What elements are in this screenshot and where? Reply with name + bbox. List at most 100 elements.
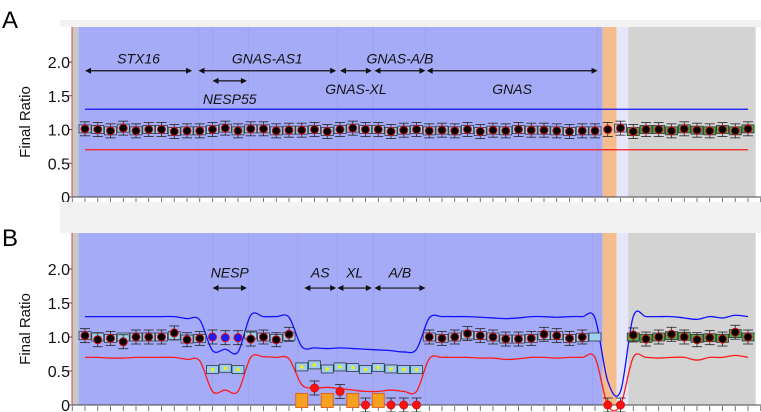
- background-region: [628, 27, 756, 197]
- probe-median-mark: [351, 366, 355, 370]
- probe-39: [575, 329, 589, 345]
- probe-point: [628, 127, 638, 137]
- probe-point: [437, 333, 447, 343]
- probe-4: [129, 329, 143, 345]
- probe-point: [386, 400, 396, 410]
- probe-point: [565, 333, 574, 343]
- probe-37: [550, 328, 564, 344]
- probe-point: [195, 126, 205, 136]
- probe-5: [142, 122, 156, 137]
- arrowhead-left: [85, 67, 91, 74]
- background-region: [78, 233, 603, 405]
- probe-24: [384, 364, 398, 412]
- probe-point: [118, 123, 128, 133]
- y-tick-label: 0: [61, 190, 70, 207]
- probe-19: [320, 364, 334, 408]
- probe-point: [131, 126, 141, 136]
- probe-20: [333, 122, 347, 137]
- probe-43: [626, 327, 640, 343]
- probe-29: [448, 329, 462, 345]
- probe-21: [346, 363, 360, 408]
- probe-2: [104, 123, 117, 139]
- probe-42: [614, 120, 627, 136]
- probe-3: [116, 332, 130, 350]
- probe-38: [563, 124, 576, 139]
- probe-28: [435, 330, 449, 346]
- probe-point: [514, 125, 523, 134]
- probe-point: [679, 124, 689, 134]
- probe-point: [450, 126, 460, 136]
- probe-point: [437, 125, 447, 135]
- probe-6: [155, 329, 168, 345]
- probe-24: [384, 124, 398, 139]
- probe-point: [310, 383, 319, 393]
- probe-29: [448, 123, 462, 139]
- probe-14: [257, 121, 270, 137]
- probe-point: [80, 124, 90, 134]
- probe-32: [486, 122, 500, 138]
- y-axis-title: Final Ratio: [17, 86, 34, 158]
- probe-20: [333, 362, 347, 399]
- probe-point: [106, 126, 115, 136]
- probe-point: [616, 400, 625, 410]
- upper-threshold-line: [84, 310, 749, 397]
- probe-median-mark: [223, 366, 227, 370]
- probe-point: [705, 126, 715, 136]
- probe-point: [220, 333, 230, 343]
- probe-point: [310, 125, 319, 134]
- probe-point: [348, 123, 358, 133]
- gene-label: AS: [310, 264, 330, 280]
- probe-16: [282, 326, 296, 342]
- probe-orange-square: [295, 392, 309, 408]
- probe-point: [284, 125, 294, 135]
- background-region: [602, 233, 617, 405]
- probe-point: [80, 331, 90, 341]
- probe-22: [359, 365, 372, 412]
- probe-31: [473, 124, 487, 139]
- probe-point: [182, 335, 192, 345]
- arrowhead-right: [330, 285, 337, 292]
- probe-median-mark: [338, 365, 342, 369]
- probe-51: [728, 123, 742, 139]
- probe-26: [410, 365, 423, 412]
- probe-point: [552, 126, 562, 136]
- gene-annotation: GNAS: [426, 67, 598, 97]
- probe-44: [639, 122, 653, 137]
- probe-point: [514, 334, 523, 344]
- probe-1: [91, 122, 105, 137]
- probe-point: [424, 332, 434, 342]
- probe-12: [231, 330, 245, 375]
- probe-point: [208, 125, 217, 134]
- arrowhead-right: [240, 77, 247, 84]
- y-tick-label: 1.0: [48, 123, 70, 140]
- arrowhead-right: [240, 285, 247, 292]
- arrowhead-left: [212, 77, 219, 84]
- y-tick-label: 2.0: [48, 262, 70, 279]
- probe-point: [552, 331, 562, 341]
- probe-point: [373, 125, 383, 134]
- probe-34: [512, 331, 525, 347]
- probe-point: [718, 125, 727, 134]
- probe-22: [359, 122, 372, 137]
- arrowhead-left: [426, 67, 433, 74]
- probe-37: [550, 123, 564, 139]
- arrowhead-left: [340, 67, 346, 74]
- probe-6: [155, 122, 168, 137]
- probe-point: [335, 386, 345, 396]
- probe-23: [371, 122, 385, 137]
- probe-point: [718, 334, 727, 344]
- probe-point: [565, 127, 574, 137]
- probe-point: [667, 126, 676, 136]
- probe-point: [412, 125, 421, 134]
- probe-point: [106, 333, 115, 343]
- probe-median-mark: [415, 368, 418, 372]
- arrowhead-right: [365, 67, 372, 74]
- probe-median-mark: [402, 368, 406, 372]
- gene-annotation: NESP55: [203, 77, 257, 107]
- probe-19: [320, 124, 334, 139]
- probe-28: [435, 122, 449, 138]
- probe-11: [218, 330, 232, 373]
- probe-48: [690, 122, 704, 138]
- probe-point: [361, 125, 370, 134]
